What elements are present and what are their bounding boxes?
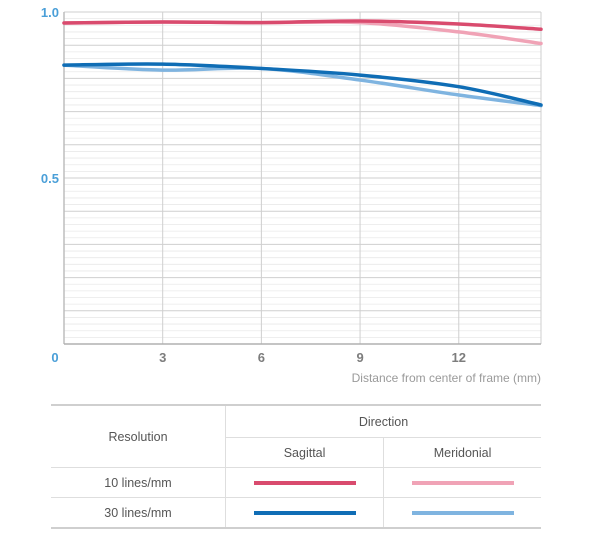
chart-tick-labels: 0 3 6 9 12 0.5 1.0 — [41, 5, 466, 365]
series-line-s10 — [62, 19, 543, 32]
legend-swatch-sagittal-10 — [253, 481, 356, 486]
legend-swatch-meridional-30 — [411, 511, 514, 516]
x-tick-label: 9 — [356, 350, 363, 365]
x-tick-label: 3 — [159, 350, 166, 365]
direction-header: Direction — [225, 405, 541, 438]
legend-row-30: 30 lines/mm — [51, 497, 541, 529]
legend-cell-meridional — [384, 468, 541, 498]
legend-table: Resolution Direction Sagittal Meridonial… — [51, 404, 541, 529]
legend-swatch-meridional-10 — [411, 481, 514, 486]
series-line-m30 — [62, 63, 543, 108]
y-tick-label: 1.0 — [41, 5, 59, 20]
chart-series — [62, 19, 543, 108]
x-tick-label: 0 — [51, 350, 58, 365]
chart-grid — [63, 11, 542, 345]
legend-cell-sagittal — [225, 497, 385, 528]
meridional-header: Meridonial — [433, 445, 492, 460]
legend-row-label: 10 lines/mm — [51, 467, 226, 498]
x-axis-label: Distance from center of frame (mm) — [352, 371, 541, 385]
legend-row-label: 30 lines/mm — [51, 497, 226, 528]
mtf-chart: 0 3 6 9 12 0.5 1.0 Distance from center of fra… — [41, 5, 543, 385]
legend-cell-sagittal — [225, 467, 385, 498]
series-line-s30 — [62, 62, 543, 107]
y-tick-label: 0.5 — [41, 171, 59, 186]
resolution-header: Resolution — [51, 405, 226, 468]
x-tick-label: 12 — [452, 350, 466, 365]
sagittal-header: Sagittal — [225, 437, 385, 468]
x-tick-label: 6 — [258, 350, 265, 365]
legend-cell-meridional — [384, 498, 541, 529]
legend-row-10: 10 lines/mm — [51, 467, 541, 498]
legend-swatch-sagittal-30 — [253, 511, 356, 516]
